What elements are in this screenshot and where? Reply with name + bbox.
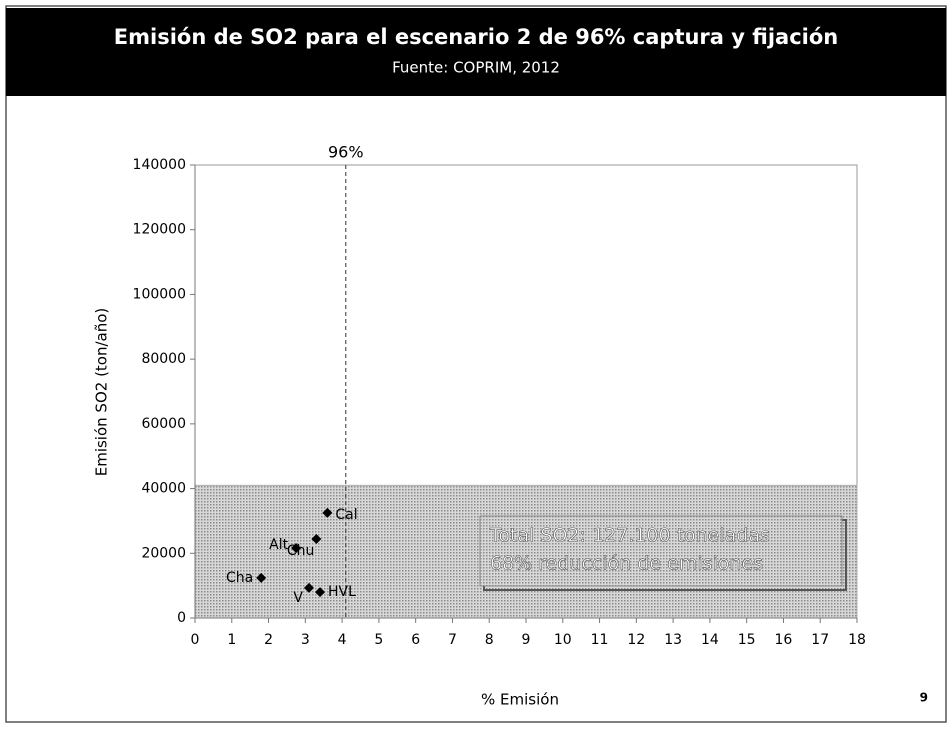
point-label: Chu (287, 543, 315, 559)
annotation-box (479, 515, 843, 587)
x-tick-label: 10 (554, 632, 572, 648)
x-tick-label: 14 (701, 632, 719, 648)
y-tick-label: 20000 (141, 545, 186, 561)
page-number: 9 (920, 691, 928, 705)
y-tick-label: 0 (177, 610, 186, 626)
y-tick-label: 60000 (141, 416, 186, 432)
data-point (311, 534, 322, 545)
x-tick-label: 5 (374, 632, 383, 648)
chart-title: Emisión de SO2 para el escenario 2 de 96… (114, 25, 838, 49)
title-bar (6, 8, 946, 96)
y-tick-label: 40000 (141, 481, 186, 497)
data-point (291, 543, 302, 554)
point-label: Cal (335, 507, 357, 523)
x-tick-label: 3 (301, 632, 310, 648)
annotation-text: Total SO2: 127.100 toneladas (489, 525, 770, 547)
y-tick-label: 80000 (141, 351, 186, 367)
y-axis-label: Emisión SO2 (ton/año) (93, 308, 111, 477)
x-axis-label: % Emisión (481, 691, 559, 709)
point-label: V (293, 590, 303, 606)
x-tick-label: 11 (591, 632, 609, 648)
y-tick-label: 120000 (133, 222, 186, 238)
data-point (256, 572, 267, 583)
x-tick-label: 2 (264, 632, 273, 648)
y-tick-label: 100000 (133, 286, 186, 302)
x-tick-label: 13 (664, 632, 682, 648)
x-tick-label: 6 (411, 632, 420, 648)
reference-label: 96% (328, 143, 364, 162)
x-tick-label: 8 (485, 632, 494, 648)
x-tick-label: 7 (448, 632, 457, 648)
slide-frame (5, 5, 947, 723)
point-label: Cha (226, 570, 253, 586)
point-label: Alt (269, 537, 288, 553)
x-tick-label: 17 (811, 632, 829, 648)
x-tick-label: 18 (848, 632, 866, 648)
x-tick-label: 16 (775, 632, 793, 648)
data-point (322, 507, 333, 518)
x-tick-label: 1 (227, 632, 236, 648)
x-tick-label: 9 (522, 632, 531, 648)
point-label: HVL (328, 584, 356, 600)
annotation-text: 68% reducción de emisiones (490, 553, 763, 575)
x-tick-label: 15 (738, 632, 756, 648)
chart-subtitle: Fuente: COPRIM, 2012 (392, 59, 560, 77)
x-tick-label: 12 (627, 632, 645, 648)
data-point (304, 582, 315, 593)
data-point (315, 587, 326, 598)
x-tick-label: 4 (338, 632, 347, 648)
x-tick-label: 0 (191, 632, 200, 648)
y-tick-label: 140000 (133, 157, 186, 173)
